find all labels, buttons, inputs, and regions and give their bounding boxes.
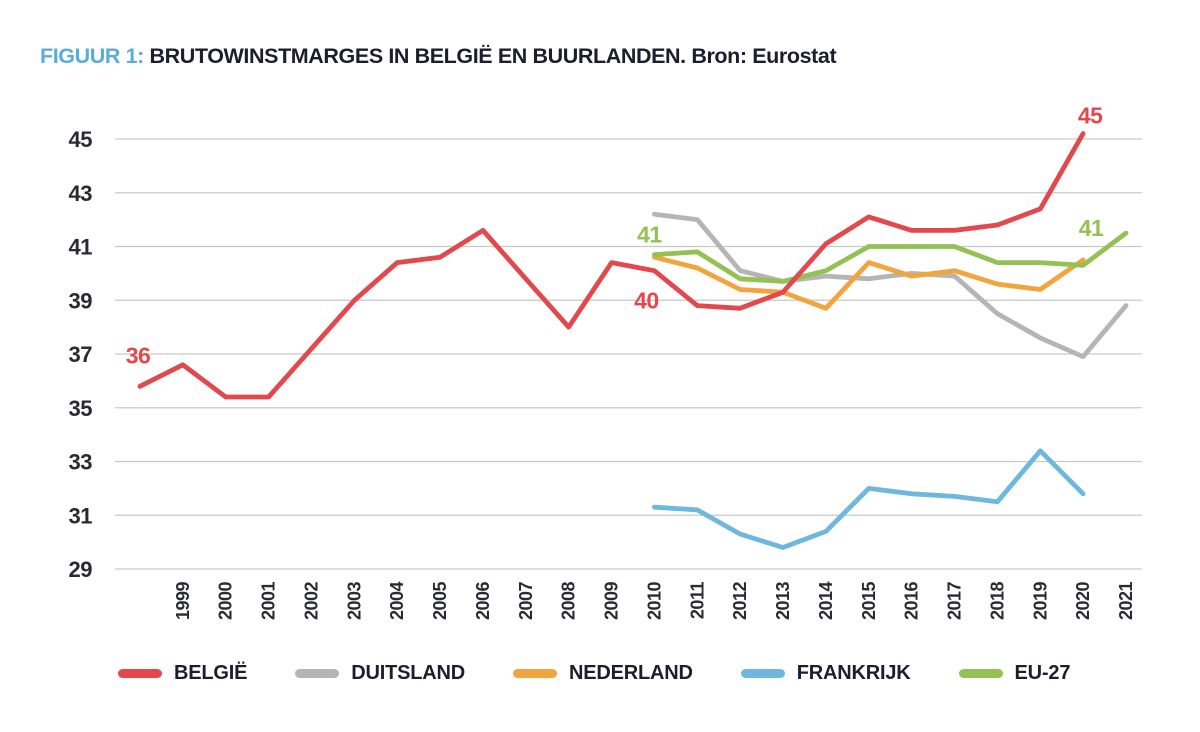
x-tick-label-2005: 2005	[430, 582, 450, 621]
annotation-belgie-2020: 45	[1078, 103, 1103, 129]
x-tick-label-2007: 2007	[516, 582, 536, 621]
x-tick-label-2011: 2011	[687, 582, 707, 620]
x-tick-label-2010: 2010	[644, 582, 664, 621]
x-tick-label-2002: 2002	[301, 582, 321, 621]
figure-title-source: Bron: Eurostat	[691, 44, 837, 68]
legend-label-frankrijk: FRANKRIJK	[796, 662, 911, 684]
y-tick-label-43: 43	[69, 181, 93, 206]
y-tick-label-37: 37	[69, 342, 93, 367]
annotation-eu27-2010: 41	[637, 222, 662, 248]
legend-item-belgie: BELGIË	[118, 662, 247, 685]
x-tick-label-2006: 2006	[473, 582, 493, 621]
legend-label-eu27: EU-27	[1014, 662, 1071, 684]
series-line-nederland	[652, 254, 1086, 311]
y-tick-label-45: 45	[69, 127, 93, 152]
x-tick-label-2020: 2020	[1073, 582, 1093, 621]
y-tick-label-41: 41	[69, 235, 93, 260]
figure-title-main: BRUTOWINSTMARGES IN BELGIË EN BUURLANDEN…	[149, 44, 686, 68]
x-tick-label-2013: 2013	[773, 582, 793, 621]
legend-swatch-nederland	[513, 669, 558, 678]
annotation-belgie-1998: 36	[126, 342, 151, 368]
x-tick-label-2004: 2004	[387, 582, 407, 621]
x-tick-label-2003: 2003	[344, 582, 364, 621]
legend-item-frankrijk: FRANKRIJK	[740, 662, 911, 685]
legend-item-eu27: EU-27	[958, 662, 1071, 685]
y-tick-label-31: 31	[69, 503, 93, 528]
x-tick-label-2015: 2015	[859, 582, 879, 621]
figure-title: FIGUUR 1: BRUTOWINSTMARGES IN BELGIË EN …	[40, 44, 837, 69]
y-tick-label-39: 39	[69, 288, 93, 313]
figure-title-prefix: FIGUUR 1:	[40, 44, 144, 68]
legend-label-duitsland: DUITSLAND	[351, 662, 466, 684]
x-tick-label-2019: 2019	[1030, 582, 1050, 621]
x-tick-label-2009: 2009	[602, 582, 622, 621]
y-tick-label-33: 33	[69, 450, 93, 475]
x-tick-label-2017: 2017	[945, 582, 965, 621]
x-tick-label-2008: 2008	[559, 582, 579, 621]
legend-swatch-eu27	[958, 669, 1003, 678]
y-tick-label-35: 35	[69, 396, 93, 421]
annotation-belgie-2010: 40	[634, 288, 659, 314]
x-tick-label-2014: 2014	[816, 582, 836, 621]
x-tick-label-2001: 2001	[259, 582, 279, 621]
chart-legend: BELGIË DUITSLAND NEDERLAND FRANKRIJK EU-…	[118, 662, 1070, 685]
legend-label-nederland: NEDERLAND	[569, 662, 693, 684]
x-tick-label-2016: 2016	[902, 582, 922, 621]
legend-item-nederland: NEDERLAND	[513, 662, 693, 685]
legend-label-belgie: BELGIË	[174, 662, 248, 684]
x-tick-label-2018: 2018	[987, 582, 1007, 621]
y-tick-label-29: 29	[69, 557, 93, 582]
series-line-frankrijk	[652, 448, 1086, 550]
legend-swatch-duitsland	[295, 669, 340, 678]
x-tick-label-1999: 1999	[173, 582, 193, 621]
series-line-duitsland	[652, 211, 1129, 360]
series-line-eu27	[652, 230, 1129, 284]
x-tick-label-2012: 2012	[730, 582, 750, 621]
legend-item-duitsland: DUITSLAND	[295, 662, 465, 685]
series-line-belgie	[137, 131, 1086, 400]
x-tick-label-2021: 2021	[1116, 582, 1136, 621]
legend-swatch-frankrijk	[740, 669, 785, 678]
legend-swatch-belgie	[118, 669, 162, 678]
annotation-eu27-2021: 41	[1079, 215, 1104, 241]
x-tick-label-2000: 2000	[216, 582, 236, 621]
